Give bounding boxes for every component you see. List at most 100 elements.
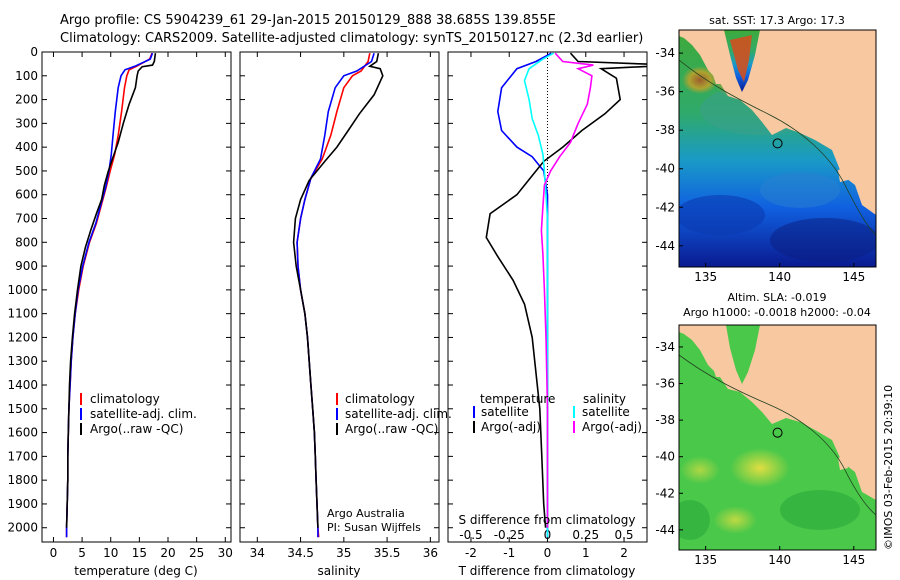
shelf-contour	[679, 59, 876, 236]
sst-field-patch	[770, 218, 876, 262]
legend-header-temperature: temperature	[480, 392, 555, 406]
depth-tick-label: 1500	[7, 402, 38, 416]
map-ytick-label: -42	[655, 486, 675, 500]
salinity-series-group	[292, 52, 384, 538]
title-line-2: Climatology: CARS2009. Satellite-adjuste…	[60, 31, 643, 46]
depth-tick-label: 1300	[7, 354, 38, 368]
sst-field-patch	[679, 195, 765, 235]
map-xtick-label: 145	[842, 270, 865, 284]
map-xtick-label: 135	[694, 553, 717, 567]
kangaroo-island	[712, 358, 730, 377]
difference-xtick-top-label: -0.5	[459, 528, 482, 542]
sla-map-axes: 135 140 145 -34 -36 -38 -40 -42 -44	[655, 340, 865, 567]
map-ytick-label: -38	[655, 413, 675, 427]
king-island	[850, 136, 862, 152]
depth-tick-label: 0	[30, 45, 38, 59]
map-ytick-label: -36	[655, 377, 675, 391]
difference-series-satellite	[523, 52, 554, 538]
salinity-xtick-label: 35	[336, 546, 351, 560]
map-ytick-label: -38	[655, 123, 675, 137]
spencer-gulf-warm	[730, 35, 752, 82]
difference-xtick-label: -1	[503, 546, 515, 560]
legend-label-climatology: climatology	[345, 392, 415, 406]
depth-tick-label: 400	[15, 140, 38, 154]
salinity-xtick-label: 35.5	[374, 546, 401, 560]
depth-tick-label: 900	[15, 259, 38, 273]
legend-label-argo: Argo(..raw -QC)	[90, 422, 183, 436]
map-xtick-label: 140	[768, 270, 791, 284]
map-ytick-label: -34	[655, 340, 675, 354]
spencer-gulf	[726, 325, 760, 384]
temperature-plot-frame	[41, 51, 232, 543]
map-ytick-label: -44	[655, 523, 675, 537]
king-island	[850, 426, 862, 442]
legend-label-t-argo: Argo(-adj)	[481, 420, 541, 434]
pi-label: PI: Susan Wijffels	[327, 521, 421, 534]
curves-group	[65, 52, 647, 542]
depth-tick-label: 300	[15, 116, 38, 130]
sla-high-patch	[730, 448, 790, 488]
sst-map-axes: 135 140 145 -34 -36 -38 -40 -42 -44	[655, 46, 865, 284]
argo-location-marker	[772, 427, 783, 438]
island	[838, 168, 848, 182]
difference-xtick-label: 0	[544, 546, 552, 560]
axes-group: 0 5 10 15 20 25 300100200300400500600700800900…	[7, 45, 647, 560]
depth-tick-label: 500	[15, 164, 38, 178]
imos-timestamp: ©IMOS 03-Feb-2015 20:39:10	[882, 385, 895, 550]
sst-map-title: sat. SST: 17.3 Argo: 17.3	[709, 14, 845, 27]
legend-header-salinity: salinity	[583, 392, 626, 406]
legend-label-climatology: climatology	[90, 392, 160, 406]
salinity-xtick-label: 34	[250, 546, 265, 560]
salinity-xlabel: salinity	[317, 564, 360, 578]
sst-field-patch	[760, 172, 840, 208]
difference-series-group	[485, 52, 647, 538]
shelf-contour	[679, 354, 876, 516]
temperature-xtick-label: 0	[50, 546, 58, 560]
salinity-xtick-label: 34.5	[287, 546, 314, 560]
temperature-xtick-label: 10	[103, 546, 118, 560]
sla-map-title-2: Argo h1000: -0.0018 h2000: -0.04	[683, 306, 871, 319]
depth-tick-label: 1700	[7, 449, 38, 463]
sla-map-title-1: Altim. SLA: -0.019	[727, 291, 826, 304]
sla-map-frame	[678, 324, 877, 551]
sla-high-patch	[680, 456, 720, 484]
map-ytick-label: -34	[655, 46, 675, 60]
depth-tick-label: 800	[15, 235, 38, 249]
difference-xtick-label: -2	[465, 546, 477, 560]
map-ytick-label: -44	[655, 239, 675, 253]
depth-tick-label: 700	[15, 212, 38, 226]
legend-label-satellite: satellite-adj. clim.	[90, 407, 197, 421]
title-line-1: Argo profile: CS 5904239_61 29-Jan-2015 …	[60, 13, 556, 28]
depth-tick-label: 1100	[7, 307, 38, 321]
salinity-legend: climatology satellite-adj. clim. Argo(..…	[336, 392, 452, 436]
depth-tick-label: 1000	[7, 283, 38, 297]
map-xtick-label: 135	[694, 270, 717, 284]
sst-map-frame	[678, 29, 877, 268]
temperature-series-argo-raw-qc-	[65, 53, 157, 528]
depth-tick-label: 2000	[7, 521, 38, 535]
temperature-xtick-label: 15	[132, 546, 147, 560]
depth-tick-label: 1900	[7, 497, 38, 511]
difference-series-argo-adj-	[540, 52, 594, 528]
depth-tick-label: 100	[15, 69, 38, 83]
depth-tick-label: 1800	[7, 473, 38, 487]
difference-xlabel-top: S difference from climatology	[459, 513, 636, 527]
temperature-xtick-label: 30	[218, 546, 233, 560]
depth-tick-label: 1200	[7, 330, 38, 344]
salinity-plot-frame	[239, 51, 440, 543]
temperature-xtick-label: 20	[160, 546, 175, 560]
temperature-series-group	[65, 52, 157, 538]
salinity-xtick-label: 36	[423, 546, 438, 560]
difference-xtick-top-label: 0.5	[614, 528, 633, 542]
sla-map	[679, 325, 876, 550]
difference-xlabel: T difference from climatology	[458, 564, 636, 578]
depth-tick-label: 1400	[7, 378, 38, 392]
sla-high-patch	[713, 506, 757, 534]
sst-map	[679, 30, 876, 267]
sla-low-patch	[780, 490, 860, 530]
temperature-xtick-label: 5	[78, 546, 86, 560]
temperature-xlabel: temperature (deg C)	[74, 564, 197, 578]
legend-label-satellite: satellite-adj. clim.	[345, 407, 452, 421]
argo-australia-label: Argo Australia	[327, 507, 405, 520]
